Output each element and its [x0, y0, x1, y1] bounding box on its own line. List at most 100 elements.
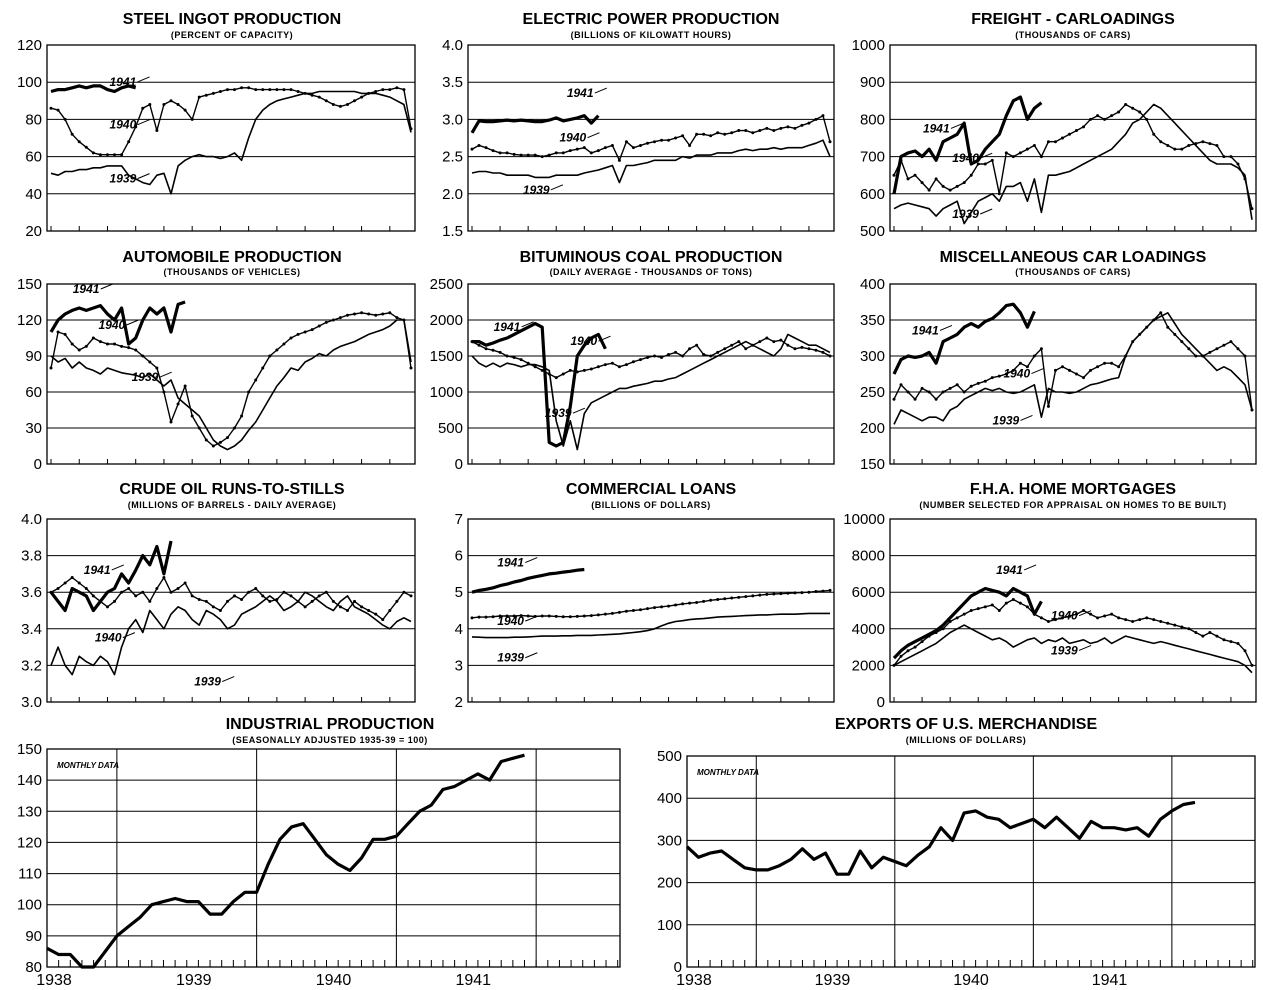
y-tick-label: 4000 [852, 621, 885, 638]
series-line-1941 [472, 322, 607, 448]
series-point-1940 [533, 365, 537, 369]
series-point-1940 [582, 368, 586, 372]
y-tick-label: 2500 [430, 276, 463, 293]
series-point-1940 [554, 376, 558, 380]
series-point-1940 [303, 330, 307, 334]
y-tick-label: 3.2 [21, 657, 42, 674]
series-point-1940 [779, 126, 783, 130]
series-point-1940 [927, 634, 931, 638]
series-point-1940 [409, 366, 413, 370]
series-line-1941 [892, 95, 1043, 195]
series-point-1940 [374, 612, 378, 616]
series-point-1940 [1250, 663, 1254, 667]
series-point-1940 [554, 151, 558, 155]
chart-title: FREIGHT - CARLOADINGS [971, 11, 1175, 28]
series-point-1940 [240, 414, 244, 418]
series-point-1940 [113, 153, 117, 157]
series-point-1940 [491, 348, 495, 352]
series-point-1940 [1194, 354, 1198, 358]
series-point-1940 [491, 149, 495, 153]
series-point-1940 [899, 383, 903, 387]
series-point-1940 [681, 134, 685, 138]
series-point-1940 [1208, 630, 1212, 634]
y-tick-label: 40 [25, 186, 42, 203]
series-point-1940 [1004, 601, 1008, 605]
series-point-1940 [624, 363, 628, 367]
chart-steel: STEEL INGOT PRODUCTION (PERCENT OF CAPACI… [17, 11, 416, 240]
y-tick-label: 5 [455, 584, 463, 601]
series-point-1940 [148, 103, 152, 107]
series-label-1941: 1941 [110, 75, 137, 89]
y-tick-label: 100 [17, 897, 42, 914]
series-point-1940 [899, 158, 903, 162]
series-point-1940 [1145, 117, 1149, 121]
series-point-1940 [1082, 376, 1086, 380]
series-label-1941: 1941 [73, 282, 100, 296]
series-point-1940 [976, 162, 980, 166]
series-point-1940 [261, 594, 265, 598]
y-tick-label: 60 [25, 384, 42, 401]
y-tick-label: 140 [17, 772, 42, 789]
chart-subtitle: (DAILY AVERAGE - THOUSANDS OF TONS) [550, 267, 753, 277]
series-point-1940 [807, 590, 811, 594]
y-tick-label: 600 [860, 186, 885, 203]
label-leader [1020, 414, 1033, 421]
series-point-1940 [610, 143, 614, 147]
series-point-1940 [596, 365, 600, 369]
series-point-1940 [211, 91, 215, 95]
series-point-1940 [983, 162, 987, 166]
series-point-1940 [582, 614, 586, 618]
series-point-1940 [345, 609, 349, 612]
series-point-1940 [1236, 347, 1240, 351]
chart-subtitle: (THOUSANDS OF CARS) [1015, 30, 1131, 40]
chart-subtitle: (MILLIONS OF DOLLARS) [906, 735, 1027, 745]
y-tick-label: 3.4 [21, 621, 42, 638]
y-tick-label: 0 [877, 694, 885, 711]
series-point-1940 [1173, 332, 1177, 336]
series-point-1940 [91, 336, 95, 340]
chart-subtitle: (BILLIONS OF DOLLARS) [591, 500, 711, 510]
series-point-1940 [338, 316, 342, 320]
series-point-1940 [610, 361, 614, 365]
series-point-1940 [631, 146, 635, 150]
series-point-1940 [1166, 621, 1170, 625]
chart-title: STEEL INGOT PRODUCTION [123, 11, 341, 28]
series-point-1940 [113, 342, 117, 346]
series-point-1940 [828, 588, 832, 592]
series-point-1940 [49, 106, 53, 110]
series-line-1940 [471, 589, 831, 619]
plot-frame [46, 748, 621, 968]
series-point-1940 [1166, 143, 1170, 147]
series-point-1940 [716, 598, 720, 602]
series-point-1940 [800, 123, 804, 127]
chart-power: ELECTRIC POWER PRODUCTION (BILLIONS OF KI… [442, 11, 835, 240]
series-point-1940 [225, 88, 229, 92]
label-leader [980, 208, 993, 215]
series-label-1940: 1940 [497, 614, 524, 628]
series-point-1940 [317, 324, 321, 328]
series-point-1940 [962, 612, 966, 616]
series-point-1940 [324, 320, 328, 324]
series-point-1940 [1096, 365, 1100, 369]
series-point-1940 [765, 592, 769, 596]
chart-title: COMMERCIAL LOANS [566, 481, 737, 498]
series-point-1940 [702, 132, 706, 136]
series-point-1940 [402, 88, 406, 92]
series-point-1940 [197, 598, 201, 602]
series-point-1940 [233, 88, 237, 92]
y-tick-label: 0 [674, 959, 682, 976]
series-point-1940 [70, 342, 74, 346]
y-tick-label: 80 [25, 959, 42, 976]
series-point-1940 [282, 342, 286, 346]
y-tick-label: 250 [860, 384, 885, 401]
series-point-1940 [1032, 354, 1036, 358]
series-point-1940 [470, 340, 474, 344]
series-label-1939: 1939 [992, 413, 1019, 427]
y-tick-label: 300 [657, 832, 682, 849]
series-point-1940 [105, 342, 109, 346]
series-point-1940 [134, 594, 138, 598]
series-point-1940 [561, 372, 565, 376]
chart-freight: FREIGHT - CARLOADINGS (THOUSANDS OF CARS)… [852, 11, 1257, 240]
y-tick-label: 3.5 [442, 74, 463, 91]
chart-exports: EXPORTS OF U.S. MERCHANDISE (MILLIONS OF … [657, 716, 1256, 989]
